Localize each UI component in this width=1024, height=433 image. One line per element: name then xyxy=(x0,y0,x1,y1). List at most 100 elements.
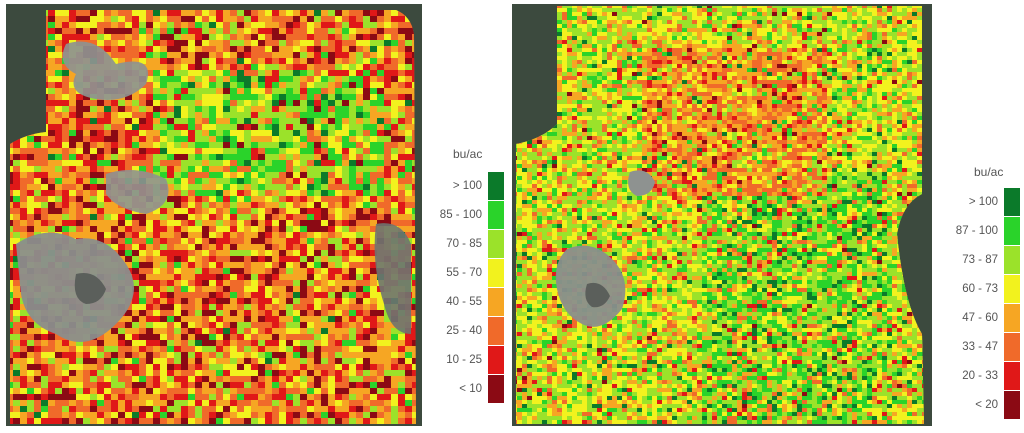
yield-cell xyxy=(118,112,126,119)
yield-cell xyxy=(384,82,392,89)
yield-cell xyxy=(48,226,56,233)
yield-cell xyxy=(202,190,210,197)
yield-cell xyxy=(597,32,603,37)
yield-cell xyxy=(216,406,224,413)
yield-cell xyxy=(286,82,294,89)
yield-cell xyxy=(125,418,133,424)
yield-cell xyxy=(907,28,913,33)
yield-cell xyxy=(412,256,416,263)
yield-cell xyxy=(300,130,308,137)
yield-cell xyxy=(265,316,273,323)
yield-cell xyxy=(687,8,693,13)
yield-cell xyxy=(251,388,259,395)
yield-cell xyxy=(76,232,84,239)
yield-cell xyxy=(181,274,189,281)
yield-cell xyxy=(111,358,119,365)
yield-cell xyxy=(230,94,238,101)
yield-cell xyxy=(328,16,336,23)
yield-cell xyxy=(877,16,883,21)
yield-cell xyxy=(377,100,385,107)
yield-cell xyxy=(335,358,343,365)
yield-cell xyxy=(90,370,98,377)
yield-cell xyxy=(356,364,364,371)
yield-cell xyxy=(237,172,245,179)
yield-cell xyxy=(592,6,598,9)
yield-cell xyxy=(90,400,98,407)
yield-cell xyxy=(55,172,63,179)
yield-cell xyxy=(188,262,196,269)
yield-cell xyxy=(48,160,56,167)
yield-cell xyxy=(83,340,91,347)
yield-cell xyxy=(342,112,350,119)
yield-cell xyxy=(258,118,266,125)
yield-cell xyxy=(10,202,14,209)
yield-cell xyxy=(146,268,154,275)
yield-cell xyxy=(125,376,133,383)
yield-cell xyxy=(167,124,175,131)
yield-cell xyxy=(328,364,336,371)
yield-cell xyxy=(62,94,70,101)
yield-cell xyxy=(286,328,294,335)
yield-cell xyxy=(762,8,768,13)
yield-cell xyxy=(384,124,392,131)
yield-cell xyxy=(857,28,863,33)
yield-cell xyxy=(146,274,154,281)
yield-cell xyxy=(667,6,673,9)
yield-cell xyxy=(377,28,385,35)
yield-cell xyxy=(827,24,833,29)
yield-cell xyxy=(230,136,238,143)
yield-cell xyxy=(167,388,175,395)
yield-cell xyxy=(216,64,224,71)
yield-cell xyxy=(55,196,63,203)
yield-cell xyxy=(160,310,168,317)
yield-cell xyxy=(363,184,371,191)
yield-cell xyxy=(370,358,378,365)
yield-cell xyxy=(652,32,658,37)
yield-cell xyxy=(356,382,364,389)
yield-cell xyxy=(160,394,168,401)
yield-cell xyxy=(55,106,63,113)
yield-cell xyxy=(342,64,350,71)
yield-cell xyxy=(160,298,168,305)
yield-cell xyxy=(48,370,56,377)
yield-cell xyxy=(62,202,70,209)
yield-cell xyxy=(321,370,329,377)
yield-cell xyxy=(412,142,416,149)
yield-cell xyxy=(328,100,336,107)
yield-cell xyxy=(125,382,133,389)
yield-cell xyxy=(752,24,758,29)
yield-cell xyxy=(223,376,231,383)
yield-cell xyxy=(349,226,357,233)
yield-cell xyxy=(307,358,315,365)
yield-cell xyxy=(307,316,315,323)
yield-cell xyxy=(657,28,663,33)
yield-cell xyxy=(321,172,329,179)
yield-cell xyxy=(747,24,753,29)
yield-cell xyxy=(377,196,385,203)
yield-cell xyxy=(62,388,70,395)
yield-cell xyxy=(48,106,56,113)
yield-cell xyxy=(737,28,743,33)
yield-cell xyxy=(349,22,357,29)
yield-cell xyxy=(902,20,908,25)
yield-cell xyxy=(167,52,175,59)
yield-cell xyxy=(370,196,378,203)
yield-cell xyxy=(837,24,843,29)
yield-cell xyxy=(286,304,294,311)
yield-cell xyxy=(10,190,14,197)
yield-cell xyxy=(737,12,743,17)
yield-cell xyxy=(90,226,98,233)
yield-cell xyxy=(27,148,35,155)
yield-cell xyxy=(265,196,273,203)
yield-cell xyxy=(265,334,273,341)
yield-cell xyxy=(272,292,280,299)
yield-cell xyxy=(342,10,350,17)
yield-cell xyxy=(272,64,280,71)
yield-cell xyxy=(300,22,308,29)
yield-cell xyxy=(90,166,98,173)
yield-cell xyxy=(10,256,14,263)
yield-cell xyxy=(300,382,308,389)
yield-cell xyxy=(702,16,708,21)
yield-cell xyxy=(27,376,35,383)
yield-cell xyxy=(567,8,573,13)
